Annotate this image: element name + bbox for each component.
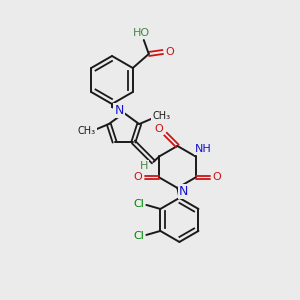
Text: HO: HO [133,28,150,38]
Text: CH₃: CH₃ [78,126,96,136]
Text: Cl: Cl [133,231,144,241]
Text: NH: NH [195,144,212,154]
Text: N: N [179,185,188,198]
Text: O: O [134,172,142,182]
Text: H: H [140,161,148,171]
Text: CH₃: CH₃ [152,111,170,121]
Text: O: O [165,47,174,57]
Text: O: O [212,172,221,182]
Text: Cl: Cl [133,199,144,209]
Text: N: N [114,103,124,116]
Text: O: O [154,124,163,134]
